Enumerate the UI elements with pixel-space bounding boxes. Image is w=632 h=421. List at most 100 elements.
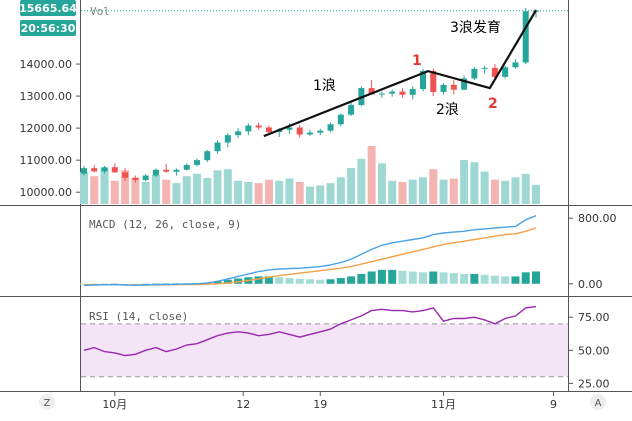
macd-histogram-bar	[367, 271, 376, 284]
candle-body	[296, 127, 303, 135]
candle-body	[471, 68, 478, 79]
candle-body	[194, 160, 200, 165]
volume-bar	[151, 175, 160, 204]
macd-histogram-bar	[449, 273, 458, 284]
rsi-line	[83, 305, 537, 357]
candle-body	[317, 130, 324, 133]
macd-histogram-bar	[419, 272, 427, 284]
candle-body	[142, 175, 149, 181]
macd-histogram-bar	[408, 271, 417, 284]
macd-histogram-bar	[357, 273, 366, 284]
macd-histogram-bar	[213, 281, 222, 284]
candle-body	[163, 169, 170, 172]
macd-histogram-bar	[316, 279, 325, 284]
volume-bar	[306, 186, 314, 204]
candle-body	[224, 135, 231, 143]
volume-bar	[295, 181, 304, 204]
candle-body	[409, 89, 416, 95]
volume-bar	[141, 181, 150, 204]
candle-countdown: 20:56:30	[21, 22, 76, 35]
volume-bar	[439, 179, 448, 204]
rsi-tick-label: 25.00	[578, 377, 610, 390]
time-tick-label: 19	[313, 398, 327, 411]
volume-bar	[131, 177, 140, 204]
volume-bar	[193, 173, 201, 204]
volume-bar	[182, 176, 191, 204]
candle-body	[440, 84, 447, 92]
candle-body	[173, 169, 180, 172]
wave-3-label: 3浪发育	[450, 20, 501, 36]
volume-bar	[80, 172, 88, 204]
last-price-value: 15665.64	[19, 2, 77, 15]
candle-body	[132, 177, 139, 181]
candle-body	[512, 62, 519, 68]
volume-bar	[326, 183, 335, 204]
macd-histogram-bar	[470, 273, 479, 284]
volume-bar	[532, 184, 540, 204]
macd-histogram-bar	[223, 279, 232, 284]
volume-bar	[357, 158, 366, 204]
candle-body	[286, 127, 293, 130]
macd-histogram-bar	[460, 273, 469, 284]
volume-bar	[377, 163, 386, 204]
macd-histogram-bar	[501, 276, 510, 284]
volume-bar	[470, 162, 479, 204]
wave-2-trough-marker: 2	[488, 96, 498, 112]
volume-bar	[244, 181, 253, 204]
rsi-label: RSI (14, close)	[89, 310, 188, 323]
time-tick-label: 10月	[102, 398, 127, 411]
volume-bar	[347, 168, 356, 204]
volume-bar	[429, 169, 438, 204]
price-tick-label: 13000.00	[20, 90, 73, 103]
volume-label: Vol	[90, 5, 110, 18]
macd-histogram-bar	[521, 272, 530, 284]
candle-body	[399, 91, 406, 95]
volume-bar	[254, 183, 263, 204]
volume-bar	[511, 177, 520, 204]
candle-body	[307, 132, 313, 135]
volume-bar	[234, 180, 243, 204]
macd-histogram-bar	[439, 272, 448, 284]
candle-body	[337, 114, 344, 125]
price-axis: 10000.00 11000.00 12000.00 13000.00 14000.00	[20, 58, 80, 199]
volume-bar	[275, 180, 284, 204]
time-tick-label: 11月	[431, 398, 456, 411]
candle-body	[327, 124, 334, 131]
macd-tick-label: 800.00	[578, 212, 617, 225]
auto-scale-button[interactable]	[590, 394, 606, 410]
macd-histogram-bar	[429, 271, 438, 284]
macd-histogram-bar	[532, 271, 540, 284]
candle-body	[152, 169, 159, 176]
macd-histogram-bar	[264, 276, 273, 284]
macd-label: MACD (12, 26, close, 9)	[89, 218, 241, 231]
volume-bar	[213, 170, 222, 204]
zoom-button[interactable]	[39, 394, 55, 410]
rsi-pane: 25.00 50.00 75.00	[83, 305, 610, 390]
macd-histogram-bar	[398, 270, 407, 284]
candle-body	[378, 93, 385, 95]
time-axis: 10月 12 19 11月 9	[102, 392, 557, 411]
volume-bar	[162, 179, 171, 204]
volume-bar	[480, 171, 489, 204]
candle-body	[204, 151, 211, 161]
candle-body	[461, 78, 468, 90]
volume-bar	[172, 183, 181, 204]
candle-body	[389, 91, 396, 94]
time-tick-label: 9	[550, 398, 557, 411]
volume-bar	[336, 177, 345, 204]
volume-bar	[110, 180, 119, 204]
zoom-button-label: Z	[44, 398, 51, 409]
wave-1-label: 1浪	[313, 78, 336, 94]
volume-bar	[264, 179, 273, 204]
volume-bar	[460, 159, 469, 204]
macd-histogram-bar	[480, 274, 489, 284]
time-tick-label: 12	[236, 398, 250, 411]
candle-body	[348, 105, 355, 115]
candle-body	[502, 67, 509, 77]
macd-histogram-bar	[275, 277, 284, 284]
candle-body	[522, 11, 529, 63]
macd-histogram-bar	[295, 278, 304, 284]
macd-histogram-bar	[336, 278, 345, 284]
volume-bars	[80, 146, 540, 204]
